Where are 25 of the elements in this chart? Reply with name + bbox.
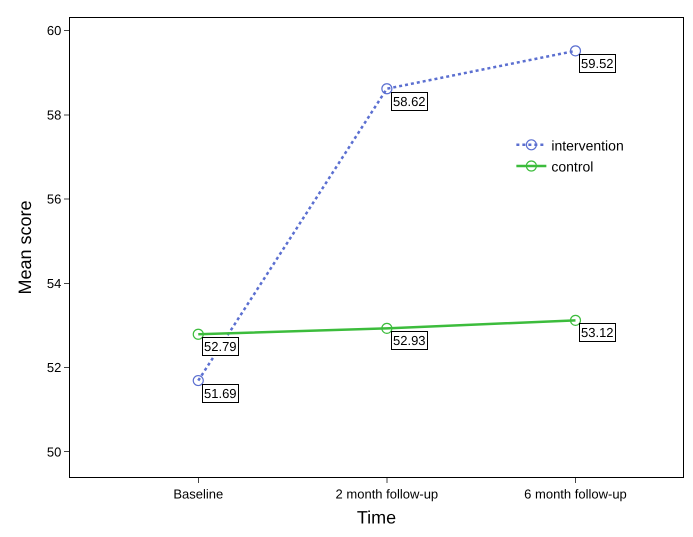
- point: [570, 314, 582, 326]
- data-label: 51.69: [204, 386, 237, 401]
- point: [570, 45, 582, 56]
- point: [381, 322, 392, 334]
- data-label: 53.12: [581, 325, 614, 340]
- data-label: 58.62: [393, 94, 426, 109]
- point: [192, 374, 204, 386]
- point: [192, 328, 204, 340]
- y-tick-label: 54: [46, 276, 62, 291]
- x-tick-label: 6 month follow-up: [524, 486, 627, 502]
- y-tick-label: 56: [46, 192, 62, 207]
- legend-label: control: [551, 158, 594, 174]
- data-label: 52.93: [393, 333, 426, 348]
- y-tick-label: 58: [46, 107, 62, 122]
- y-tick-label: 60: [46, 23, 62, 38]
- point: [381, 83, 392, 94]
- x-tick-label: 2 month follow-up: [336, 486, 438, 502]
- y-tick-label: 52: [46, 360, 62, 376]
- x-tick-label: Baseline: [173, 486, 224, 502]
- data-label: 52.79: [204, 339, 237, 354]
- y-tick-label: 50: [46, 444, 62, 460]
- y-axis-title: Mean score: [15, 200, 36, 295]
- legend-label: intervention: [551, 137, 624, 154]
- data-label: 59.52: [581, 56, 614, 71]
- x-axis-title: Time: [356, 508, 396, 528]
